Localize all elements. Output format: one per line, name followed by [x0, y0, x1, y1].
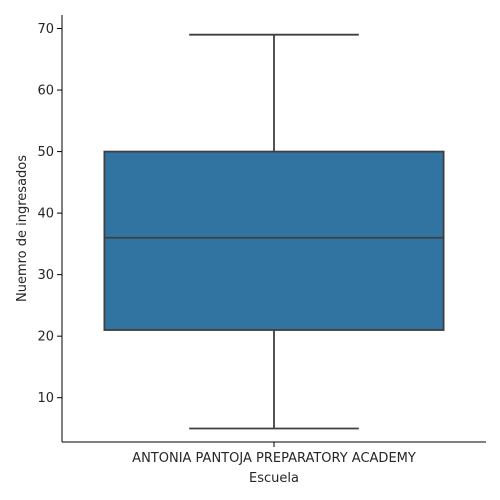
x-axis-label: Escuela — [249, 471, 299, 486]
y-tick-label: 20 — [37, 330, 54, 345]
y-tick-label: 70 — [37, 22, 54, 37]
y-axis-label: Nuemro de ingresados — [15, 155, 30, 302]
iqr-box — [103, 150, 445, 331]
y-tick-label: 40 — [37, 207, 54, 222]
y-tick-label: 50 — [37, 145, 54, 160]
y-tick-label: 30 — [37, 268, 54, 283]
y-tick-label: 60 — [37, 84, 54, 99]
y-tick-label: 10 — [37, 391, 54, 406]
x-tick-label: ANTONIA PANTOJA PREPARATORY ACADEMY — [132, 451, 416, 466]
